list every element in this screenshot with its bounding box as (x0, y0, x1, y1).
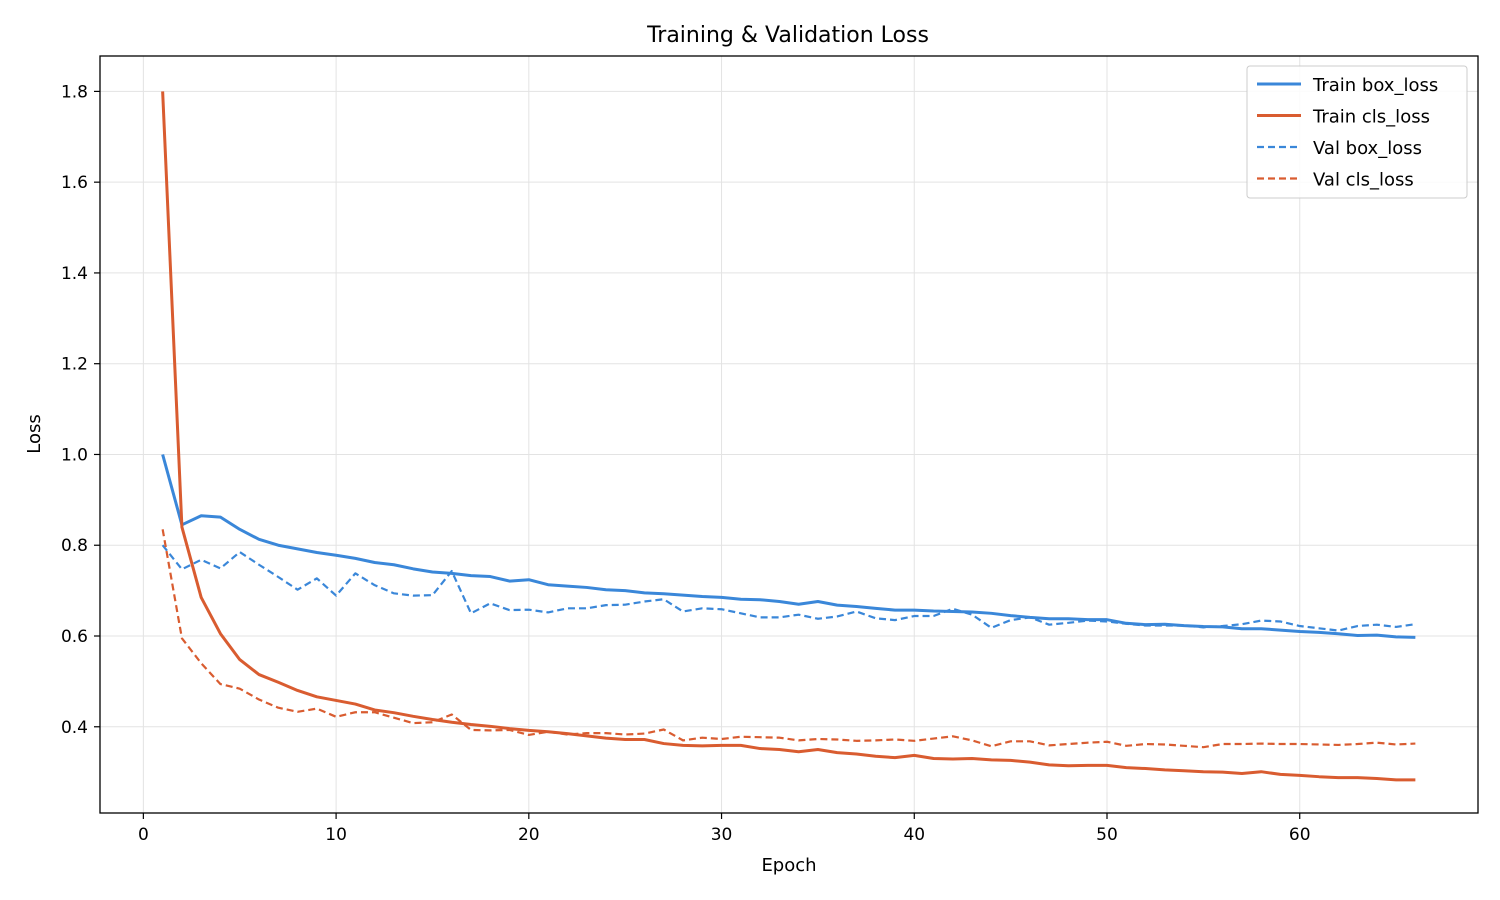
series-line-val-box-loss (161, 544, 1416, 632)
plot-frame (99, 55, 1479, 814)
y-tick-label: 1.4 (61, 264, 88, 284)
y-tick-label: 1.8 (61, 82, 88, 102)
series-line-train-box-loss (161, 454, 1416, 639)
x-tick-label: 0 (138, 825, 149, 845)
series-lines (161, 91, 1416, 782)
y-axis-title: Loss (24, 414, 45, 453)
series-line-val-cls-loss (161, 529, 1416, 749)
grid-lines (100, 56, 1478, 813)
x-tick-label: 40 (903, 825, 925, 845)
legend: Train box_loss Train cls_loss Val box_loss… (1246, 65, 1468, 199)
y-tick-label: 1.2 (61, 355, 88, 375)
chart-title: Training & Validation Loss (646, 23, 929, 48)
x-tick-label: 30 (711, 825, 733, 845)
legend-label: Train cls_loss (1312, 107, 1430, 128)
legend-label: Val cls_loss (1313, 170, 1414, 191)
legend-label: Val box_loss (1313, 138, 1422, 159)
series-line-train-cls-loss (161, 91, 1416, 782)
y-tick-label: 1.0 (61, 445, 88, 465)
axis-ticks: 0 10 20 30 40 50 60 0.4 0.6 0.8 1.0 1.2 1.4 1.6 1.8 (61, 82, 1311, 845)
x-tick-label: 60 (1289, 825, 1311, 845)
y-tick-label: 0.4 (61, 718, 88, 738)
x-axis-title: Epoch (761, 855, 816, 876)
x-tick-label: 20 (518, 825, 540, 845)
x-tick-label: 50 (1096, 825, 1118, 845)
y-tick-label: 0.8 (61, 536, 88, 556)
x-tick-label: 10 (325, 825, 347, 845)
legend-label: Train box_loss (1312, 75, 1438, 96)
legend-box (1246, 65, 1468, 199)
y-tick-label: 0.6 (61, 627, 88, 647)
y-tick-label: 1.6 (61, 173, 88, 193)
